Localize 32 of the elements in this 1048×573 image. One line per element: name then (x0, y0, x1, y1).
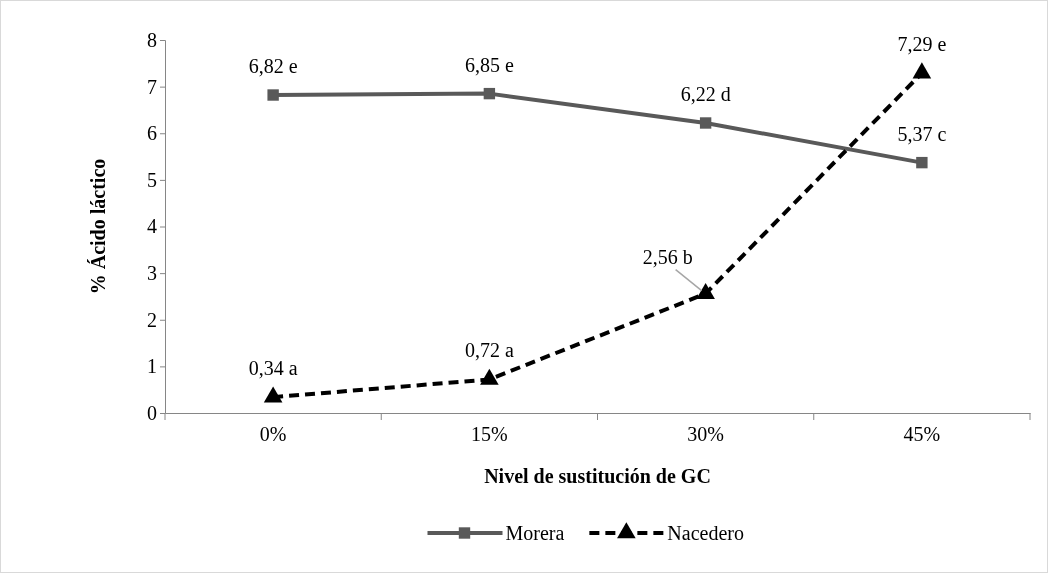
data-label: 7,29 e (897, 33, 947, 56)
data-label: 0,72 a (464, 339, 514, 362)
point (696, 282, 715, 300)
data-label: 0,34 a (248, 357, 298, 380)
y-tick-label: 2 (147, 308, 157, 331)
y-tick-label: 6 (147, 122, 157, 145)
y-tick-label: 3 (147, 262, 157, 285)
data-label: 6,22 d (680, 82, 731, 105)
y-tick-label: 5 (147, 168, 157, 191)
y-tick-label: 8 (147, 28, 157, 51)
point (263, 386, 283, 403)
data-label: 6,85 e (464, 53, 514, 76)
y-tick-label: 0 (147, 401, 157, 424)
x-tick-label: 30% (687, 423, 724, 446)
x-tick-label: 15% (471, 423, 508, 446)
data-label: 5,37 c (897, 122, 947, 145)
data-label: 6,82 e (248, 55, 298, 78)
x-axis-title: Nivel de sustitución de GC (484, 465, 711, 487)
x-tick-label: 45% (903, 423, 941, 446)
point (699, 117, 712, 129)
legend-label: Morera (505, 522, 565, 544)
point (483, 87, 496, 100)
y-tick-label: 7 (147, 75, 157, 98)
point (916, 156, 928, 169)
y-tick-label: 1 (147, 355, 157, 378)
point (267, 89, 279, 101)
x-tick-label: 0% (259, 423, 287, 446)
y-tick-label: 4 (147, 215, 157, 238)
legend-label: Nacedero (667, 522, 744, 544)
data-label: 2,56 b (642, 245, 693, 268)
y-axis-title: % Ácido láctico (87, 158, 109, 295)
point (480, 368, 499, 385)
